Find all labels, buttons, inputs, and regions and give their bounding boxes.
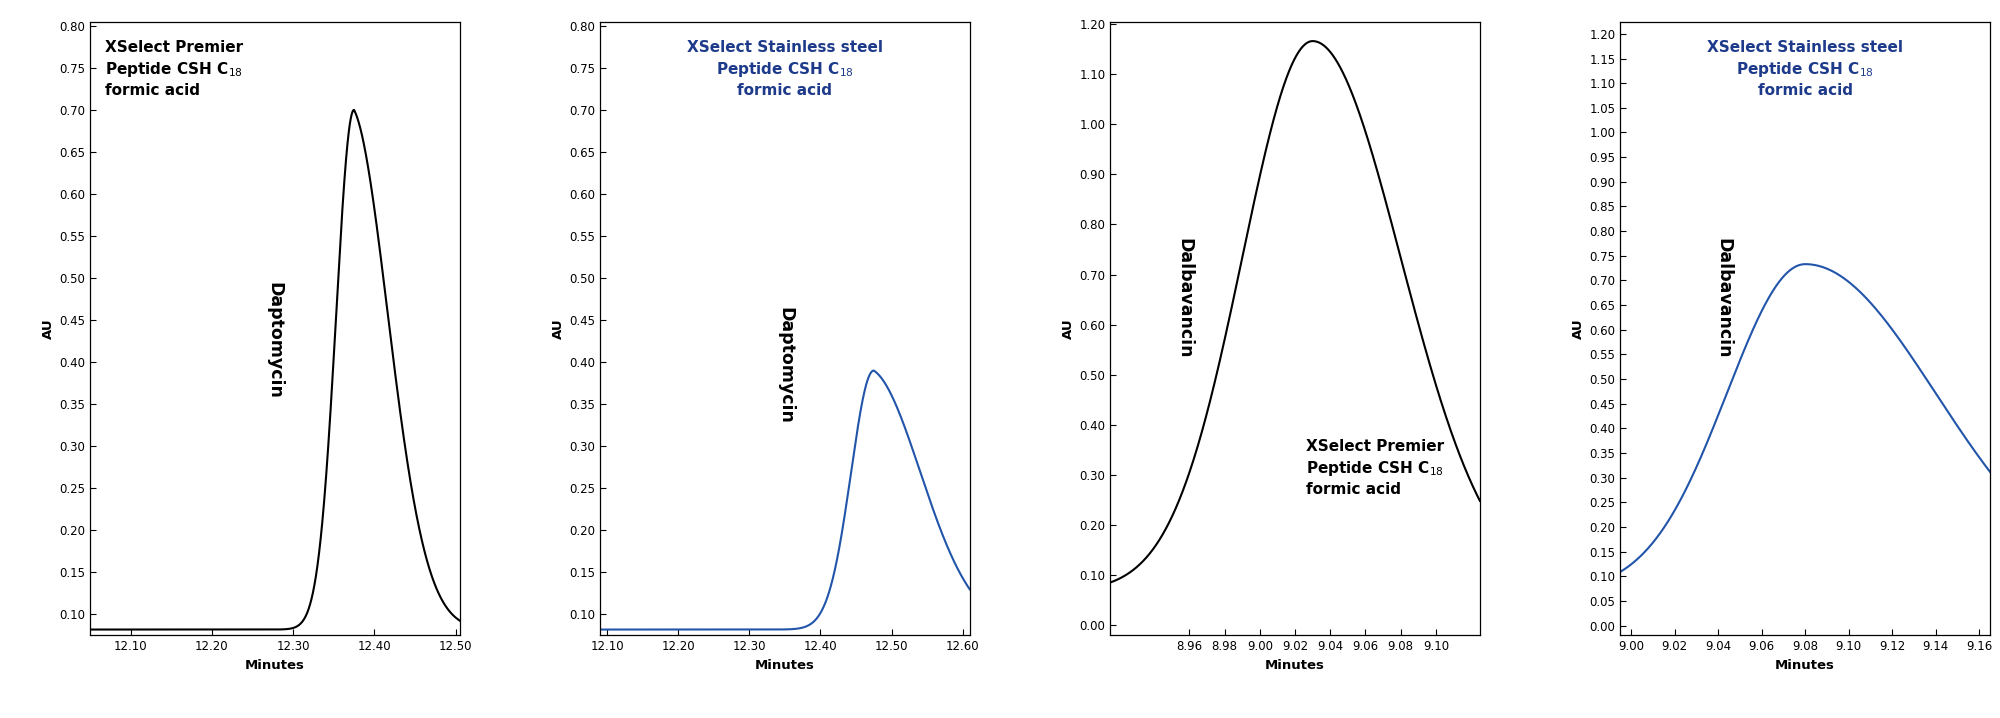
Text: Dalbavancin: Dalbavancin <box>1176 238 1194 358</box>
X-axis label: Minutes: Minutes <box>1266 659 1324 672</box>
Text: XSelect Stainless steel
Peptide CSH C$_{18}$
formic acid: XSelect Stainless steel Peptide CSH C$_{… <box>686 40 882 98</box>
X-axis label: Minutes: Minutes <box>244 659 304 672</box>
Y-axis label: AU: AU <box>1062 318 1076 339</box>
Y-axis label: AU: AU <box>1572 318 1586 339</box>
Text: XSelect Stainless steel
Peptide CSH C$_{18}$
formic acid: XSelect Stainless steel Peptide CSH C$_{… <box>1708 40 1904 98</box>
Y-axis label: AU: AU <box>552 318 566 339</box>
Text: Dalbavancin: Dalbavancin <box>1714 238 1732 358</box>
X-axis label: Minutes: Minutes <box>1776 659 1836 672</box>
Text: XSelect Premier
Peptide CSH C$_{18}$
formic acid: XSelect Premier Peptide CSH C$_{18}$ for… <box>104 40 242 98</box>
Text: XSelect Premier
Peptide CSH C$_{18}$
formic acid: XSelect Premier Peptide CSH C$_{18}$ for… <box>1306 439 1444 497</box>
X-axis label: Minutes: Minutes <box>756 659 814 672</box>
Y-axis label: AU: AU <box>42 318 54 339</box>
Text: Daptomycin: Daptomycin <box>776 307 794 424</box>
Text: Daptomycin: Daptomycin <box>266 282 284 399</box>
